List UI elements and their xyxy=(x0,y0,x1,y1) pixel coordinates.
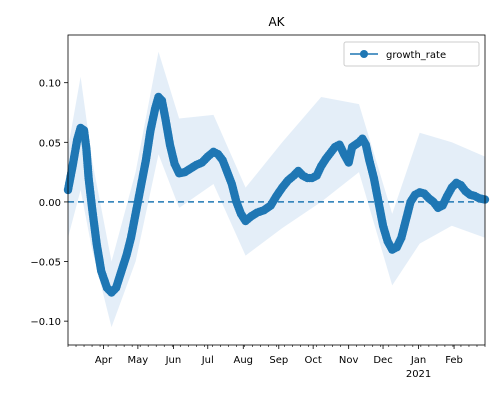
x-tick-label: Nov xyxy=(339,355,359,366)
x-minor-ticks xyxy=(67,345,486,347)
x-tick-label: Oct xyxy=(305,355,322,366)
legend: growth_rate xyxy=(343,41,480,67)
x-tick-sublabel: 2021 xyxy=(406,369,431,380)
x-tick-label: Jun xyxy=(165,355,182,366)
legend-series-marker xyxy=(360,50,368,58)
legend-series-label: growth_rate xyxy=(386,50,446,61)
y-tick-label: −0.10 xyxy=(30,317,61,328)
y-tick-label: 0.10 xyxy=(39,79,61,90)
x-tick-label: Apr xyxy=(95,355,113,366)
x-tick-label: May xyxy=(128,355,149,366)
x-tick-label: Dec xyxy=(373,355,392,366)
y-tick-label: 0.05 xyxy=(39,138,61,149)
x-tick-label: Sep xyxy=(269,355,288,366)
series-markers-growth-rate xyxy=(63,92,490,297)
x-tick-label: Jul xyxy=(201,355,214,366)
x-tick-label: Jan xyxy=(410,355,426,366)
legend-box xyxy=(343,41,480,67)
y-tick-label: 0.00 xyxy=(39,198,61,209)
x-tick-label: Feb xyxy=(445,355,463,366)
y-tick-label: −0.05 xyxy=(30,258,61,269)
plot-area: 0.10 0.05 0.00 −0.05 −0.10 Apr May Jun Jul Aug Sep… xyxy=(30,34,490,380)
chart-title: AK xyxy=(268,15,285,29)
x-tick-label: Aug xyxy=(234,355,254,366)
